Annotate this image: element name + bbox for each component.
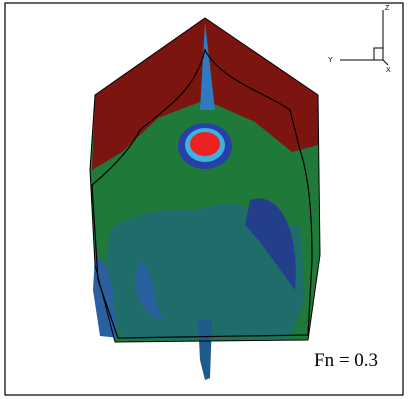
axis-y-label: Y: [328, 57, 333, 64]
axis-x-label: X: [386, 67, 391, 74]
figure: Z Y X Fn = 0.3: [0, 0, 412, 399]
axis-z-label: Z: [385, 5, 390, 12]
froude-label: Fn = 0.3: [314, 350, 378, 371]
